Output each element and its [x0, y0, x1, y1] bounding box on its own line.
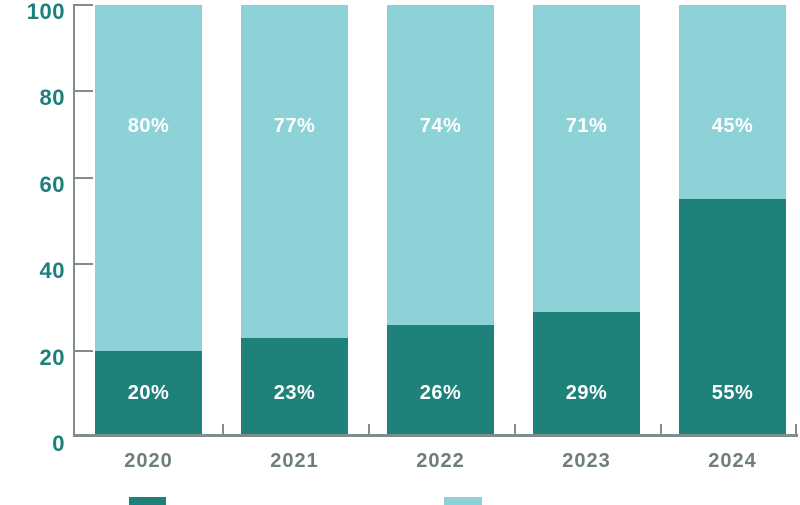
- bar-2021: [241, 5, 348, 437]
- y-tick-mark-60: [73, 176, 93, 179]
- value-label-top-2022: 74%: [419, 115, 462, 137]
- x-tick-mark-1: [368, 424, 370, 434]
- y-axis-line: [73, 4, 75, 437]
- y-tick-label-100: 100: [26, 0, 65, 24]
- y-tick-mark-20: [73, 349, 93, 352]
- bar-2020: [95, 5, 202, 437]
- value-label-bottom-2022: 26%: [419, 382, 462, 404]
- y-tick-label-80: 80: [39, 85, 65, 111]
- value-label-top-2024: 45%: [711, 115, 754, 137]
- x-tick-mark-2: [514, 424, 516, 434]
- value-label-bottom-2024: 55%: [711, 382, 754, 404]
- bar-segment-top-2020: [95, 5, 202, 351]
- legend-swatch-dark-teal: [129, 497, 166, 505]
- value-label-top-2021: 77%: [273, 115, 316, 137]
- x-tick-label-2022: 2022: [416, 450, 465, 472]
- bar-segment-top-2022: [387, 5, 494, 325]
- bar-segment-bottom-2021: [241, 337, 348, 437]
- x-tick-mark-0: [222, 424, 224, 434]
- bar-segment-top-2024: [679, 5, 786, 200]
- y-tick-label-40: 40: [39, 258, 65, 284]
- y-tick-label-0: 0: [52, 431, 65, 456]
- bar-segment-bottom-2022: [387, 324, 494, 437]
- x-tick-label-2020: 2020: [124, 450, 173, 472]
- x-tick-mark-3: [660, 424, 662, 434]
- x-tick-mark-4: [795, 424, 797, 434]
- value-label-bottom-2020: 20%: [127, 382, 170, 404]
- bar-segment-top-2021: [241, 5, 348, 338]
- x-tick-label-2023: 2023: [562, 450, 611, 472]
- x-axis-line: [73, 434, 798, 437]
- x-tick-label-2021: 2021: [270, 450, 319, 472]
- bar-2024: [679, 5, 786, 437]
- value-label-bottom-2021: 23%: [273, 382, 316, 404]
- y-tick-mark-40: [73, 263, 93, 266]
- y-tick-mark-100: [73, 4, 93, 6]
- y-tick-label-60: 60: [39, 171, 65, 197]
- y-tick-label-20: 20: [39, 344, 65, 370]
- value-label-bottom-2023: 29%: [565, 382, 608, 404]
- x-tick-label-2024: 2024: [708, 450, 757, 472]
- bar-segment-top-2023: [533, 5, 640, 312]
- bar-segment-bottom-2024: [679, 199, 786, 437]
- bar-2023: [533, 5, 640, 437]
- bar-2022: [387, 5, 494, 437]
- legend-swatch-light-teal: [444, 497, 482, 505]
- bar-segment-bottom-2020: [95, 350, 202, 437]
- value-label-top-2023: 71%: [565, 115, 608, 137]
- y-tick-mark-80: [73, 90, 93, 93]
- value-label-top-2020: 80%: [127, 115, 170, 137]
- bar-segment-bottom-2023: [533, 311, 640, 437]
